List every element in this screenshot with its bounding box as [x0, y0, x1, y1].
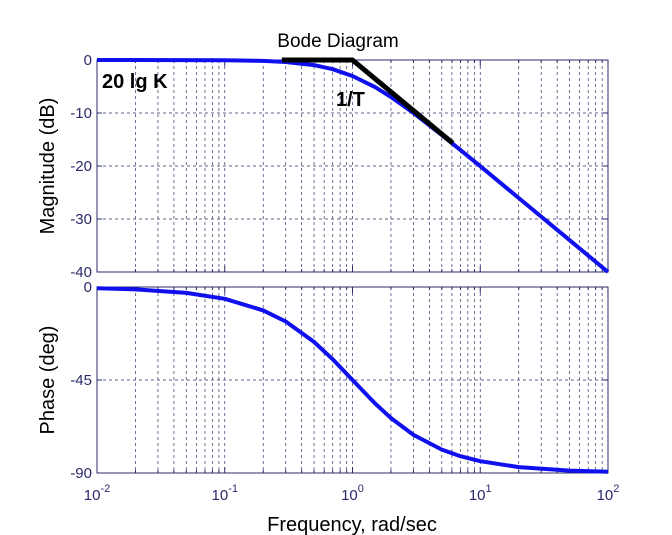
x-tick-base: 10 [469, 487, 486, 504]
x-tick-exponent: 1 [486, 483, 492, 495]
x-tick-label: 102 [597, 483, 620, 504]
y-tick-label: -40 [70, 264, 92, 281]
x-tick-exponent: 0 [358, 483, 364, 495]
x-tick-label: 101 [469, 483, 492, 504]
corner-frequency-annotation: 1/T [336, 89, 365, 111]
asymptote-line [281, 57, 455, 146]
y-tick-label: -90 [70, 465, 92, 482]
x-tick-exponent: 2 [613, 483, 619, 495]
phase-response-line [96, 286, 609, 474]
y-tick-label: 0 [84, 279, 92, 296]
x-tick-exponent: -1 [228, 483, 238, 495]
magnitude-plot: 20 lg K 1/T [97, 57, 610, 274]
y-tick-label: -10 [70, 105, 92, 122]
magnitude-response-line [97, 58, 610, 274]
x-tick-base: 10 [341, 487, 358, 504]
phase-grid: 0 -45 -90 [70, 279, 609, 482]
y-tick-label: -30 [70, 211, 92, 228]
phase-axis-label: Phase (deg) [37, 326, 59, 435]
x-tick-base: 10 [212, 487, 229, 504]
y-tick-label: -20 [70, 158, 92, 175]
x-tick-label: 100 [341, 483, 364, 504]
x-tick-label: 10-1 [212, 483, 238, 504]
magnitude-grid: 0 -10 -20 -30 -40 [70, 52, 609, 281]
x-tick-label: 10-2 [84, 483, 110, 504]
x-tick-base: 10 [84, 487, 101, 504]
x-tick-base: 10 [597, 487, 614, 504]
x-axis-label: Frequency, rad/sec [267, 514, 437, 535]
x-tick-exponent: -2 [100, 483, 110, 495]
magnitude-axis-label: Magnitude (dB) [37, 98, 59, 235]
y-tick-label: -45 [70, 372, 92, 389]
chart-title: Bode Diagram [277, 31, 398, 52]
y-tick-label: 0 [84, 52, 92, 69]
gain-annotation: 20 lg K [102, 71, 168, 93]
phase-plot [96, 286, 609, 474]
